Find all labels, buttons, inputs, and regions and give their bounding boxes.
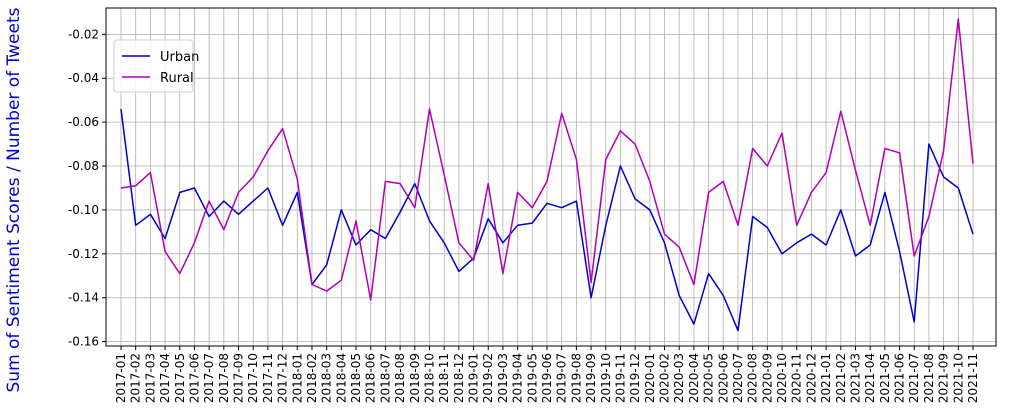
x-tick-label: 2017-02 <box>129 353 143 403</box>
x-tick-label: 2021-11 <box>966 353 980 403</box>
x-tick-label: 2021-07 <box>907 353 921 403</box>
x-tick-label: 2017-05 <box>173 353 187 403</box>
x-tick-label: 2018-10 <box>422 353 436 403</box>
x-tick-label: 2019-09 <box>584 353 598 403</box>
x-tick-label: 2021-06 <box>893 353 907 403</box>
x-tick-label: 2021-04 <box>863 353 877 403</box>
x-tick-label: 2017-04 <box>158 353 172 403</box>
series-line-urban <box>120 108 974 332</box>
x-tick-label: 2020-02 <box>658 353 672 403</box>
y-axis-ticks: -0.16 -0.14 -0.12 -0.10 -0.08 -0.06 -0.04 -0.02 <box>68 27 106 349</box>
x-tick-label: 2021-03 <box>848 353 862 403</box>
x-tick-label: 2019-02 <box>481 353 495 403</box>
x-tick-label: 2018-01 <box>290 353 304 403</box>
x-tick-label: 2017-06 <box>187 353 201 403</box>
series-line-rural <box>120 18 974 301</box>
x-tick-label: 2019-01 <box>467 353 481 403</box>
x-tick-label: 2021-09 <box>937 353 951 403</box>
x-tick-label: 2017-12 <box>276 353 290 403</box>
x-tick-label: 2017-01 <box>114 353 128 403</box>
x-tick-label: 2020-07 <box>731 353 745 403</box>
x-tick-label: 2020-11 <box>790 353 804 403</box>
x-tick-label: 2019-08 <box>569 353 583 403</box>
x-tick-label: 2020-09 <box>760 353 774 403</box>
x-tick-label: 2020-03 <box>672 353 686 403</box>
x-tick-label: 2021-05 <box>878 353 892 403</box>
x-tick-label: 2019-03 <box>496 353 510 403</box>
x-tick-label: 2021-02 <box>834 353 848 403</box>
x-tick-label: 2020-04 <box>687 353 701 403</box>
series-lines <box>120 18 974 332</box>
x-tick-label: 2018-06 <box>364 353 378 403</box>
x-tick-label: 2020-06 <box>716 353 730 403</box>
y-tick-label: -0.14 <box>68 291 99 305</box>
x-tick-label: 2019-07 <box>555 353 569 403</box>
legend-box <box>113 39 194 93</box>
x-tick-label: 2019-11 <box>613 353 627 403</box>
y-tick-label: -0.16 <box>68 335 99 349</box>
x-tick-label: 2021-10 <box>951 353 965 403</box>
x-tick-label: 2017-03 <box>143 353 157 403</box>
x-tick-label: 2019-10 <box>599 353 613 403</box>
x-tick-label: 2017-07 <box>202 353 216 403</box>
x-tick-label: 2018-05 <box>349 353 363 403</box>
x-tick-label: 2020-08 <box>746 353 760 403</box>
x-tick-label: 2018-04 <box>334 353 348 403</box>
legend: Urban Rural <box>113 39 199 93</box>
y-tick-label: -0.08 <box>68 159 99 173</box>
x-tick-label: 2018-08 <box>393 353 407 403</box>
y-tick-label: -0.10 <box>68 203 99 217</box>
x-tick-label: 2021-01 <box>819 353 833 403</box>
x-tick-label: 2019-05 <box>525 353 539 403</box>
x-tick-label: 2017-10 <box>246 353 260 403</box>
legend-label-rural: Rural <box>160 71 194 86</box>
x-tick-label: 2019-12 <box>628 353 642 403</box>
x-tick-label: 2019-04 <box>511 353 525 403</box>
x-tick-label: 2018-12 <box>452 353 466 403</box>
x-tick-label: 2018-09 <box>408 353 422 403</box>
plot-frame <box>105 7 997 347</box>
x-tick-label: 2020-10 <box>775 353 789 403</box>
x-tick-label: 2018-07 <box>378 353 392 403</box>
y-tick-label: -0.04 <box>68 71 99 85</box>
legend-label-urban: Urban <box>160 50 199 65</box>
x-tick-label: 2019-06 <box>540 353 554 403</box>
x-tick-label: 2018-03 <box>320 353 334 403</box>
y-tick-label: -0.06 <box>68 115 99 129</box>
y-tick-label: -0.02 <box>68 27 99 41</box>
x-axis-ticks: 2017-01 2017-02 2017-03 2017-04 2017-05 2017-… <box>114 346 980 403</box>
y-tick-label: -0.12 <box>68 247 99 261</box>
x-tick-label: 2018-11 <box>437 353 451 403</box>
x-tick-label: 2017-08 <box>217 353 231 403</box>
x-tick-label: 2017-11 <box>261 353 275 403</box>
x-tick-label: 2020-01 <box>643 353 657 403</box>
x-tick-label: 2017-09 <box>232 353 246 403</box>
x-tick-label: 2021-08 <box>922 353 936 403</box>
y-axis-label: Sum of Sentiment Scores / Number of Twee… <box>4 7 24 392</box>
x-tick-label: 2018-02 <box>305 353 319 403</box>
x-tick-label: 2020-05 <box>702 353 716 403</box>
plot-area <box>106 8 996 346</box>
x-tick-label: 2020-12 <box>804 353 818 403</box>
